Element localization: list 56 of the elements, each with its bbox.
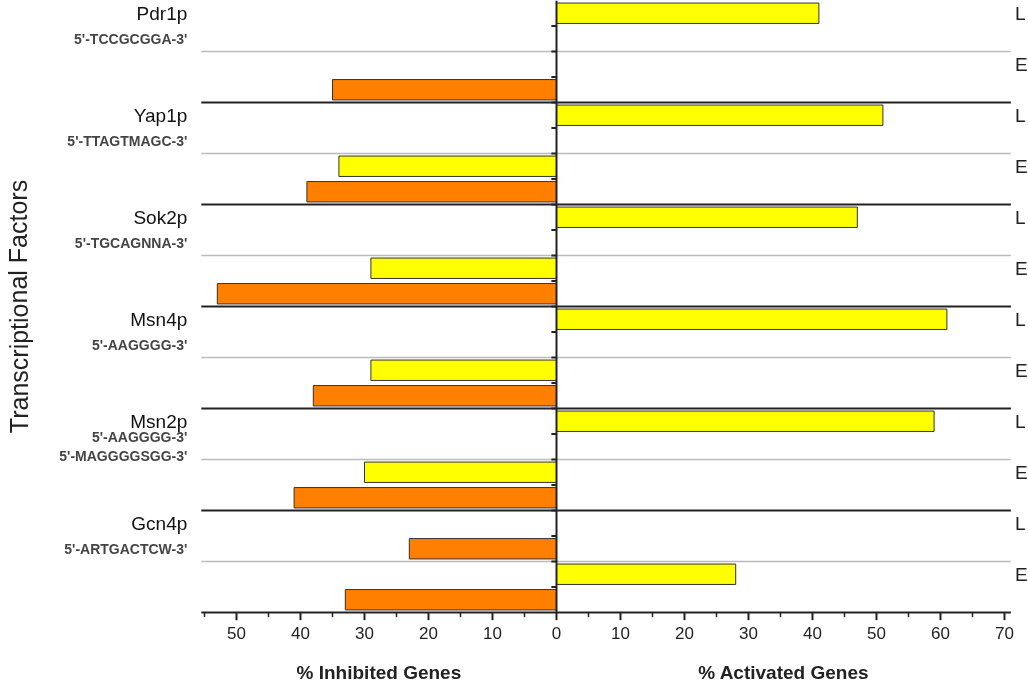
bar <box>556 563 737 585</box>
text: L <box>1014 308 1026 330</box>
x-tick-label: 0 <box>551 623 562 643</box>
y-tick-label: Sok2p <box>133 206 188 228</box>
y-tick-label: Gcn4p <box>131 512 188 534</box>
y-tick-label: 5'-ARTGACTCW-3' <box>64 540 188 557</box>
y-tick-label: Pdr1p <box>136 2 188 24</box>
bar <box>370 257 557 279</box>
x-tick-label: 70 <box>995 623 1014 643</box>
text: E <box>1014 257 1028 279</box>
text: L <box>1014 2 1026 24</box>
bar <box>293 487 557 509</box>
text: % Activated Genes <box>698 662 869 684</box>
bar <box>216 283 557 305</box>
text: L <box>1014 410 1026 432</box>
y-axis-title: Transcriptional Factors <box>4 179 33 434</box>
text: % Inhibited Genes <box>296 662 462 684</box>
text: L <box>1014 206 1026 228</box>
y-tick-label: 5'-TGCAGNNA-3' <box>74 234 188 251</box>
x-tick-label: 40 <box>291 623 310 643</box>
x-tick-label: 60 <box>931 623 950 643</box>
bar <box>306 181 557 203</box>
y-tick-label: 5'-TCCGCGGA-3' <box>74 30 188 47</box>
x-tick-label: 40 <box>803 623 822 643</box>
y-tick-label: 5'-TTAGTMAGC-3' <box>67 132 188 149</box>
text: E <box>1014 53 1028 75</box>
text: L <box>1014 104 1026 126</box>
x-tick-label: 20 <box>419 623 438 643</box>
text: E <box>1014 155 1028 177</box>
x-tick-label: 50 <box>867 623 886 643</box>
bar <box>408 538 557 560</box>
bar <box>364 461 557 483</box>
bar <box>556 2 820 24</box>
y-tick-label: 5'-AAGGGG-3' <box>91 336 188 353</box>
bar <box>370 359 557 381</box>
bar <box>312 385 557 407</box>
x-tick-label: 10 <box>611 623 630 643</box>
text: E <box>1014 461 1028 483</box>
bar <box>556 410 935 432</box>
y-tick-label: Msn4p <box>130 308 188 330</box>
bar <box>332 79 557 101</box>
text: E <box>1014 563 1028 585</box>
y-tick-label: Msn2p <box>130 410 188 432</box>
x-tick-label: 10 <box>483 623 502 643</box>
x-tick-label: 30 <box>355 623 374 643</box>
bar <box>556 308 948 330</box>
x-tick-label: 50 <box>227 623 246 643</box>
x-tick-label: 30 <box>739 623 758 643</box>
y-tick-label: Yap1p <box>133 104 188 126</box>
text: E <box>1014 359 1028 381</box>
bar <box>344 589 557 611</box>
x-tick-label: 20 <box>675 623 694 643</box>
bar <box>338 155 557 177</box>
text: L <box>1014 512 1026 534</box>
bar <box>556 104 884 126</box>
bar <box>556 206 858 228</box>
